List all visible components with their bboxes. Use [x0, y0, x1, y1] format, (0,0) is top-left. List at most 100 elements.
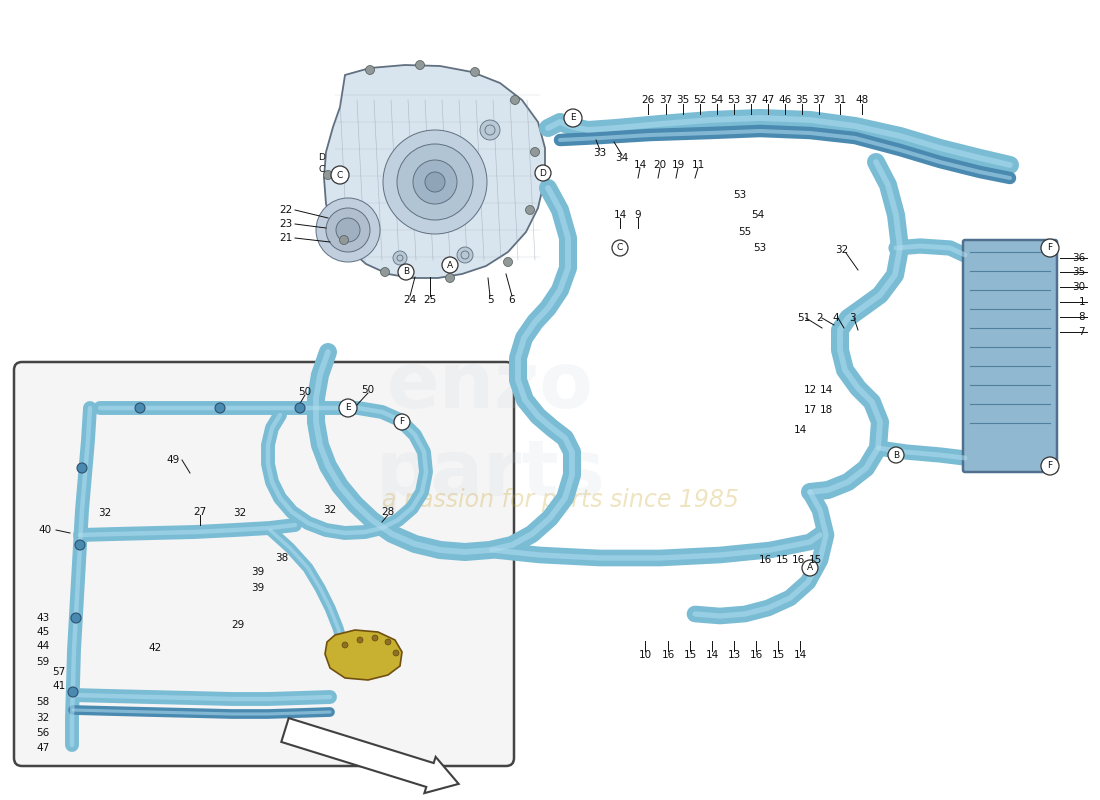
Text: 30: 30 — [1071, 282, 1085, 292]
Circle shape — [394, 414, 410, 430]
Text: 14: 14 — [634, 160, 647, 170]
Text: 32: 32 — [98, 508, 111, 518]
Text: 59: 59 — [36, 657, 50, 667]
Text: 34: 34 — [615, 153, 628, 163]
Text: 31: 31 — [834, 95, 847, 105]
Text: 55: 55 — [738, 227, 751, 237]
Circle shape — [340, 235, 349, 245]
Polygon shape — [324, 630, 402, 680]
Text: 15: 15 — [683, 650, 696, 660]
Circle shape — [342, 642, 348, 648]
Text: 32: 32 — [36, 713, 50, 723]
Text: 15: 15 — [808, 555, 822, 565]
Circle shape — [1041, 457, 1059, 475]
Text: 52: 52 — [693, 95, 706, 105]
Circle shape — [214, 403, 225, 413]
Circle shape — [339, 399, 358, 417]
Text: 6: 6 — [508, 295, 515, 305]
Text: 14: 14 — [820, 385, 833, 395]
Circle shape — [442, 257, 458, 273]
Text: D: D — [318, 154, 324, 162]
Circle shape — [385, 639, 390, 645]
Text: 26: 26 — [641, 95, 654, 105]
Circle shape — [383, 130, 487, 234]
Circle shape — [393, 251, 407, 265]
Text: 12: 12 — [803, 385, 816, 395]
Text: 42: 42 — [148, 643, 162, 653]
Text: 53: 53 — [727, 95, 740, 105]
Text: 45: 45 — [36, 627, 50, 637]
Text: 57: 57 — [52, 667, 65, 677]
Text: D: D — [540, 169, 547, 178]
Text: 38: 38 — [275, 553, 288, 563]
Circle shape — [295, 403, 305, 413]
Text: 47: 47 — [36, 743, 50, 753]
Text: 15: 15 — [776, 555, 789, 565]
Text: 10: 10 — [638, 650, 651, 660]
Text: 47: 47 — [761, 95, 774, 105]
Circle shape — [331, 166, 349, 184]
Text: 39: 39 — [252, 567, 265, 577]
Text: 5: 5 — [486, 295, 493, 305]
Text: 19: 19 — [671, 160, 684, 170]
Circle shape — [381, 267, 389, 277]
Text: 16: 16 — [758, 555, 771, 565]
Circle shape — [1041, 239, 1059, 257]
Text: 8: 8 — [1078, 312, 1085, 322]
Text: 53: 53 — [754, 243, 767, 253]
Text: 16: 16 — [791, 555, 804, 565]
Text: 25: 25 — [424, 295, 437, 305]
Text: 40: 40 — [39, 525, 51, 535]
Circle shape — [72, 613, 81, 623]
Text: 7: 7 — [1078, 327, 1085, 337]
Circle shape — [504, 258, 513, 266]
Text: 16: 16 — [661, 650, 674, 660]
Circle shape — [135, 403, 145, 413]
Text: 14: 14 — [793, 425, 806, 435]
Circle shape — [398, 264, 414, 280]
Circle shape — [365, 66, 374, 74]
Text: 36: 36 — [1071, 253, 1085, 263]
Text: 56: 56 — [36, 728, 50, 738]
Circle shape — [564, 109, 582, 127]
Text: 9: 9 — [635, 210, 641, 220]
Circle shape — [485, 125, 495, 135]
FancyBboxPatch shape — [14, 362, 514, 766]
Text: B: B — [403, 267, 409, 277]
Circle shape — [68, 687, 78, 697]
Circle shape — [612, 240, 628, 256]
Circle shape — [425, 172, 446, 192]
Text: 35: 35 — [1071, 267, 1085, 277]
Text: a passion for parts since 1985: a passion for parts since 1985 — [382, 488, 738, 512]
Text: 35: 35 — [676, 95, 690, 105]
Text: 43: 43 — [36, 613, 50, 623]
Text: enzo
parts: enzo parts — [375, 348, 605, 512]
Text: 14: 14 — [705, 650, 718, 660]
Text: 49: 49 — [167, 455, 180, 465]
FancyArrow shape — [282, 718, 459, 793]
Circle shape — [393, 650, 399, 656]
Text: 32: 32 — [323, 505, 337, 515]
FancyBboxPatch shape — [962, 240, 1057, 472]
Circle shape — [75, 540, 85, 550]
Circle shape — [412, 160, 456, 204]
Circle shape — [358, 637, 363, 643]
Circle shape — [372, 635, 378, 641]
Text: F: F — [399, 418, 405, 426]
Text: 14: 14 — [614, 210, 627, 220]
Text: 14: 14 — [793, 650, 806, 660]
Circle shape — [471, 67, 480, 77]
Text: 32: 32 — [233, 508, 246, 518]
Text: 37: 37 — [745, 95, 758, 105]
Circle shape — [480, 120, 501, 140]
Text: 46: 46 — [779, 95, 792, 105]
Text: 13: 13 — [727, 650, 740, 660]
Text: 41: 41 — [52, 681, 65, 691]
Text: 54: 54 — [711, 95, 724, 105]
Text: 4: 4 — [833, 313, 839, 323]
Text: 3: 3 — [849, 313, 856, 323]
Polygon shape — [324, 65, 544, 278]
Text: 58: 58 — [36, 697, 50, 707]
Text: 48: 48 — [856, 95, 869, 105]
Text: 23: 23 — [279, 219, 293, 229]
